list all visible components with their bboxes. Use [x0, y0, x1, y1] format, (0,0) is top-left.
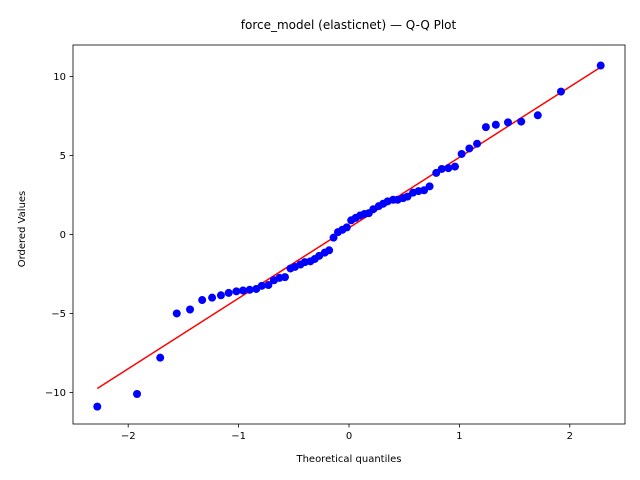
data-point-59: [533, 111, 542, 120]
data-point-10: [239, 286, 248, 295]
x-tick-label-3: 1: [456, 431, 462, 442]
data-point-8: [224, 288, 233, 297]
data-point-27: [329, 233, 338, 242]
data-point-54: [473, 139, 482, 148]
data-point-17: [280, 273, 289, 282]
data-point-55: [481, 123, 490, 132]
x-tick-label-2: 0: [346, 431, 352, 442]
data-point-3: [172, 309, 181, 318]
data-point-0: [93, 402, 102, 411]
data-point-14: [264, 281, 273, 290]
y-tick-label-4: 10: [53, 72, 66, 83]
data-point-5: [198, 296, 207, 305]
data-point-57: [503, 118, 512, 127]
x-axis-label: Theoretical quantiles: [295, 454, 401, 465]
data-point-48: [432, 168, 441, 177]
y-tick-label-3: 5: [60, 151, 66, 162]
y-axis-label: Ordered Values: [17, 191, 28, 268]
data-point-46: [420, 186, 429, 195]
data-point-9: [232, 287, 241, 296]
y-tick-label-2: 0: [60, 230, 66, 241]
plot-area: [73, 45, 625, 424]
marks-layer: [93, 61, 605, 411]
data-point-13: [257, 281, 266, 290]
data-point-52: [457, 149, 466, 158]
y-tick-label-1: −5: [51, 309, 66, 320]
data-point-26: [325, 246, 334, 255]
data-point-7: [216, 291, 225, 300]
axes-background: [73, 45, 625, 424]
data-point-50: [444, 164, 453, 173]
data-point-49: [437, 164, 446, 173]
chart-title: force_model (elasticnet) — Q-Q Plot: [241, 18, 457, 32]
data-point-30: [342, 223, 351, 232]
data-point-60: [556, 87, 565, 96]
x-tick-label-0: −2: [121, 431, 136, 442]
data-point-11: [245, 285, 254, 294]
data-point-2: [156, 353, 165, 362]
data-point-1: [133, 390, 142, 398]
y-tick-label-0: −10: [45, 388, 66, 399]
data-point-56: [491, 120, 500, 129]
x-tick-label-4: 2: [567, 431, 573, 442]
data-point-61: [596, 61, 605, 70]
data-point-47: [425, 182, 434, 191]
x-tick-label-1: −1: [231, 431, 246, 442]
data-point-6: [208, 293, 217, 302]
data-point-53: [465, 144, 474, 153]
data-point-43: [403, 192, 412, 201]
data-point-58: [517, 117, 526, 126]
data-point-51: [450, 162, 459, 171]
data-point-4: [186, 305, 195, 314]
